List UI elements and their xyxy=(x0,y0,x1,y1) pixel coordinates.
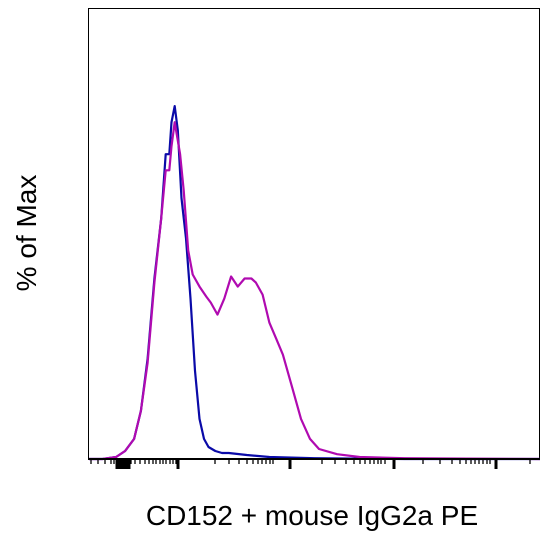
plot-frame xyxy=(88,8,540,459)
series-layer xyxy=(89,104,541,461)
series-line-1 xyxy=(89,104,540,461)
x-axis-ticks xyxy=(90,459,531,469)
x-axis-label: CD152 + mouse IgG2a PE xyxy=(146,500,478,531)
y-axis-label: % of Max xyxy=(11,175,42,292)
series-line-2 xyxy=(89,121,541,461)
